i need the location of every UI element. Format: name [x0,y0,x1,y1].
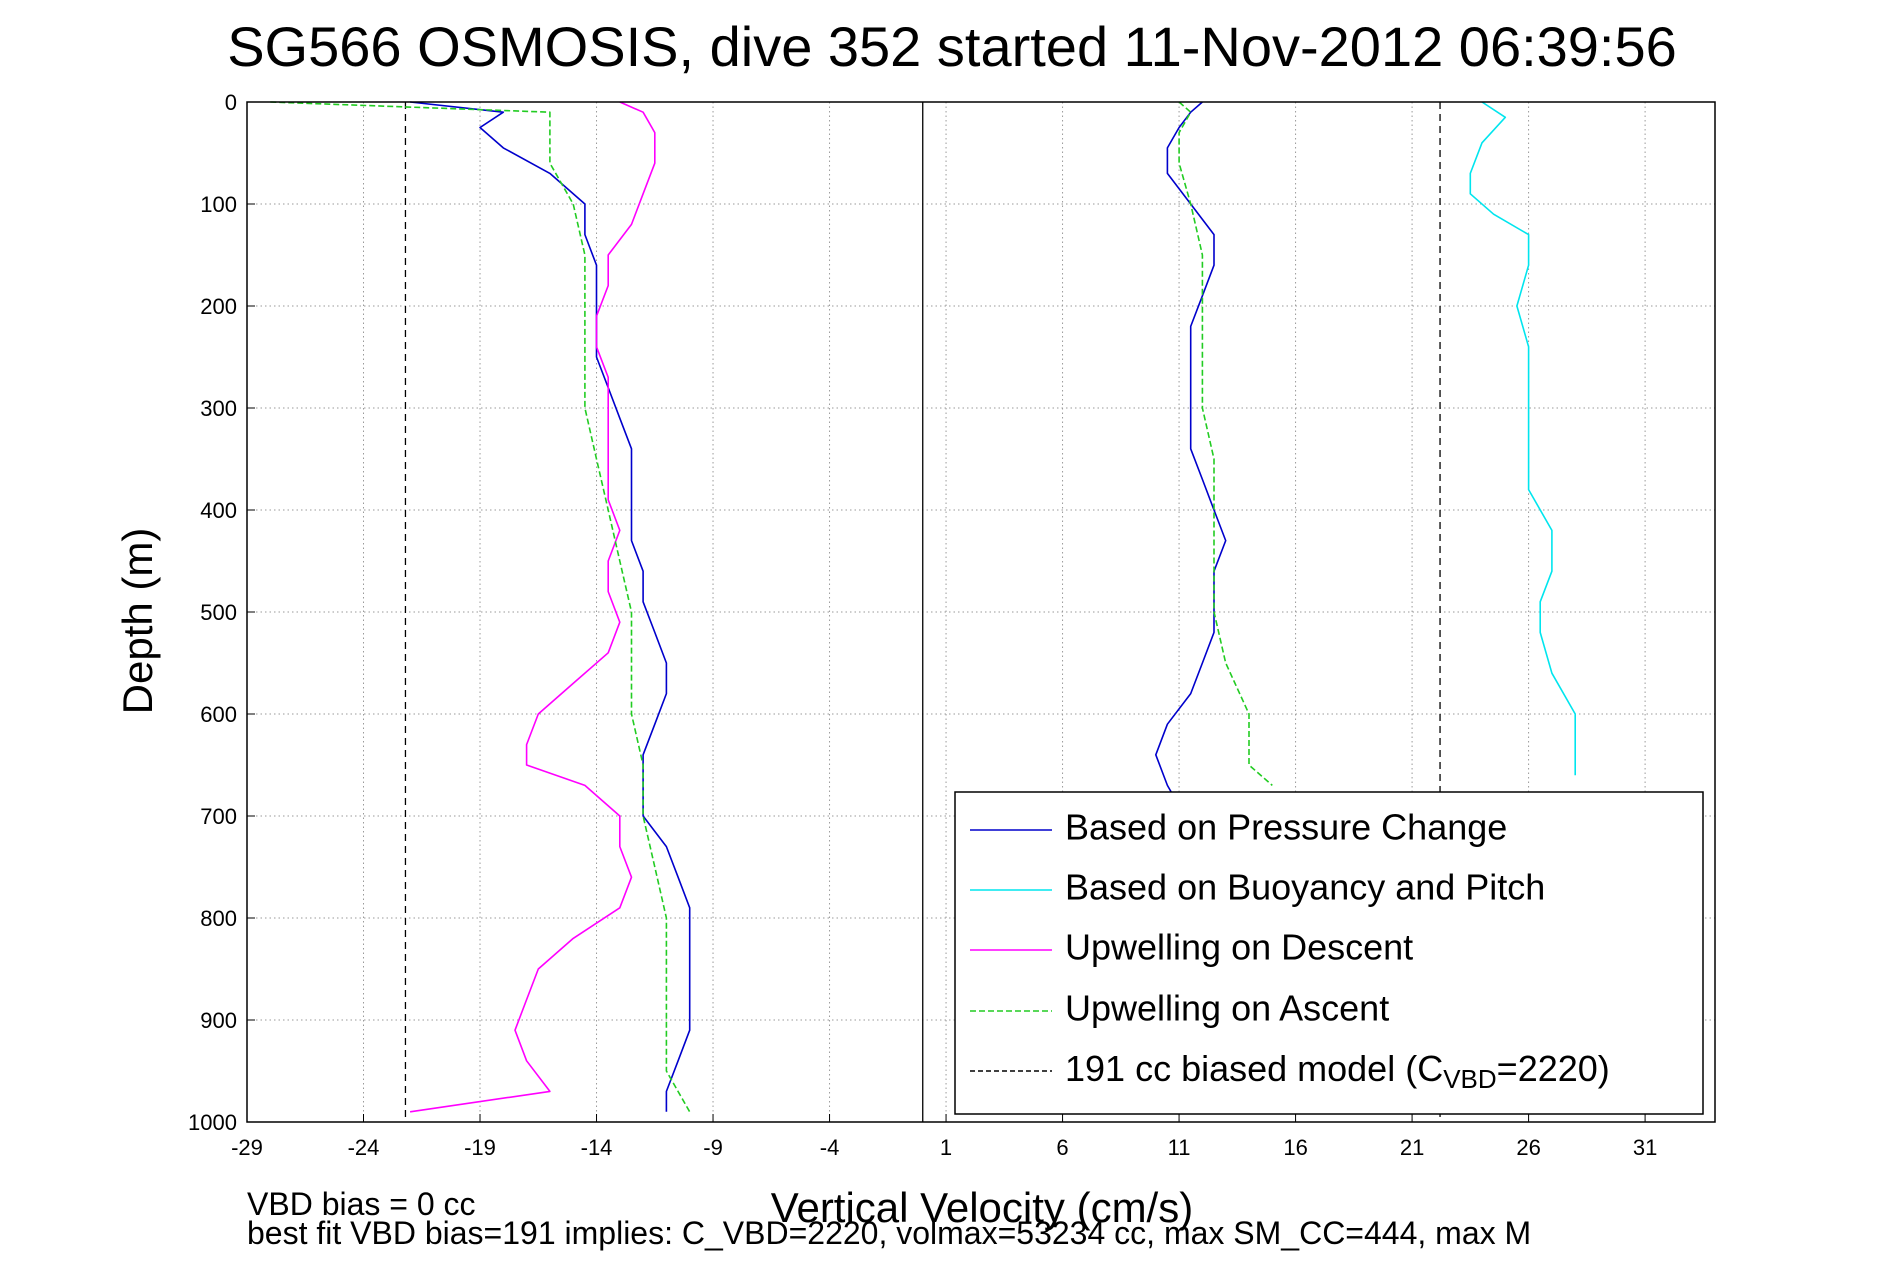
y-tick-label: 1000 [188,1110,237,1135]
series-line [1469,101,1576,776]
x-tick-label: 16 [1283,1135,1307,1160]
y-tick-label: 200 [200,294,237,319]
x-tick-label: 31 [1633,1135,1657,1160]
data-series [270,101,1576,1113]
x-tick-label: -14 [581,1135,613,1160]
series-line [409,101,656,1113]
legend-model-suffix: =2220) [1497,1048,1610,1089]
x-tick-label: -19 [464,1135,496,1160]
legend-label: Upwelling on Descent [1065,927,1413,968]
y-tick-label: 900 [200,1008,237,1033]
ticks: -29 -24 -19 -14 -9 -4 1 6 11 16 21 26 31010020030040… [188,90,1657,1160]
x-tick-label: 6 [1056,1135,1068,1160]
x-tick-label: 21 [1400,1135,1424,1160]
legend-model-prefix: 191 cc biased model (C [1065,1048,1443,1089]
x-tick-label: -4 [820,1135,840,1160]
x-tick-label: 26 [1516,1135,1540,1160]
legend-label-model: 191 cc biased model (CVBD=2220) [1065,1048,1610,1094]
y-tick-label: 600 [200,702,237,727]
series-line [1155,101,1227,807]
series-line [1178,101,1273,787]
series-line [410,101,691,1112]
legend-label: Based on Pressure Change [1065,807,1507,848]
x-tick-label: -29 [231,1135,263,1160]
legend-label: Based on Buoyancy and Pitch [1065,867,1545,908]
legend-model-subscript: VBD [1443,1064,1496,1094]
x-axis-label: Vertical Velocity (cm/s) [771,1184,1193,1231]
x-tick-label: 1 [940,1135,952,1160]
note-best-fit: best fit VBD bias=191 implies: C_VBD=222… [247,1215,1531,1251]
y-tick-label: 500 [200,600,237,625]
y-tick-label: 400 [200,498,237,523]
x-tick-label: -9 [703,1135,723,1160]
reference-lines [404,102,1441,1122]
legend-box [954,791,1704,1115]
legend: Based on Pressure Change Based on Buoyanc… [954,791,1704,1115]
x-tick-label: 11 [1168,1135,1191,1160]
series-line [270,101,691,1113]
note-vbd-bias: VBD bias = 0 cc [247,1186,476,1222]
x-tick-label: -24 [348,1135,380,1160]
y-tick-label: 700 [200,804,237,829]
chart-title: SG566 OSMOSIS, dive 352 started 11-Nov-2… [227,15,1677,78]
y-tick-label: 800 [200,906,237,931]
y-tick-label: 0 [225,90,237,115]
y-tick-label: 300 [200,396,237,421]
legend-label: Upwelling on Ascent [1065,988,1389,1029]
y-tick-label: 100 [200,192,237,217]
y-axis-label: Depth (m) [114,528,161,715]
